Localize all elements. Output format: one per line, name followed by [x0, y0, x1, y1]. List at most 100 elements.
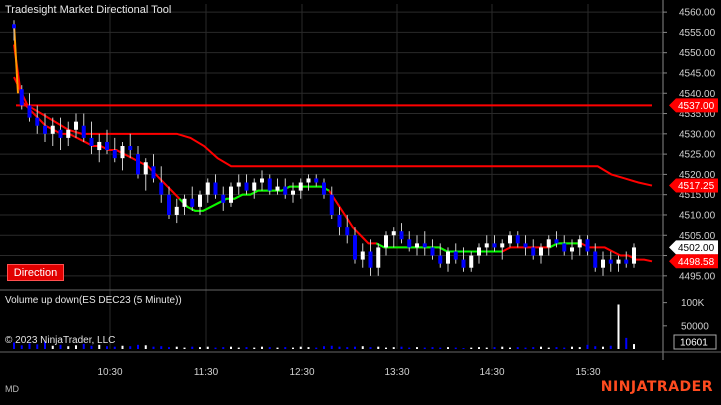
volume-bar	[67, 346, 70, 349]
volume-bar	[540, 346, 542, 349]
price-marker-label: 4517.25	[678, 181, 715, 192]
direction-button[interactable]: Direction	[7, 264, 64, 281]
candle	[500, 239, 505, 260]
candle	[539, 243, 543, 264]
candle-body	[58, 129, 63, 138]
volume-bar	[478, 347, 480, 349]
candle-body	[422, 243, 427, 248]
candle-body	[66, 129, 71, 138]
volume-bar	[214, 347, 217, 349]
price-tick-label: 4510.00	[679, 210, 716, 221]
volume-bar	[501, 346, 504, 349]
volume-bar	[416, 347, 418, 349]
candle-body	[601, 259, 605, 268]
candle-body	[213, 182, 218, 195]
candle-body	[593, 251, 598, 268]
candle	[430, 239, 435, 260]
price-tick-label: 4545.00	[679, 68, 716, 79]
candle-body	[159, 182, 164, 195]
volume-bar	[408, 347, 411, 349]
candle	[360, 243, 365, 268]
candle-body	[585, 239, 590, 252]
volume-bar	[292, 347, 294, 349]
candle	[35, 105, 40, 134]
volume-bar	[90, 345, 93, 349]
volume-bar	[237, 347, 240, 349]
volume-bar	[307, 347, 310, 349]
volume-bar	[594, 346, 597, 349]
candle	[508, 231, 512, 248]
candle-body	[608, 259, 613, 264]
volume-bar	[447, 347, 449, 349]
candle-body	[27, 105, 32, 118]
volume-bar	[137, 344, 139, 349]
volume-bar	[633, 344, 635, 349]
volume-bar	[547, 347, 550, 349]
volume-bar	[191, 346, 194, 349]
price-tick-label: 4560.00	[679, 8, 716, 19]
volume-bar	[129, 346, 132, 349]
price-tick-label: 4550.00	[679, 48, 716, 59]
candle-body	[515, 235, 520, 244]
volume-bar	[338, 346, 341, 349]
volume-bar	[578, 347, 581, 349]
candle-body	[337, 214, 342, 228]
candle-body	[554, 239, 559, 244]
ninjatrader-logo: NINJATRADER	[600, 379, 713, 395]
candle	[469, 251, 474, 272]
volume-bar	[144, 345, 147, 349]
candle-body	[120, 146, 125, 159]
candle-body	[112, 150, 117, 159]
trail-line-bull	[375, 242, 503, 253]
candle	[167, 186, 171, 220]
volume-bar	[20, 345, 23, 349]
volume-bar	[276, 347, 279, 349]
volume-bar	[75, 345, 77, 349]
candle	[608, 251, 613, 272]
candle	[89, 121, 94, 155]
volume-bar	[361, 346, 364, 349]
candle	[244, 174, 249, 195]
volume-bar	[602, 346, 604, 349]
candle	[151, 154, 156, 183]
candle-body	[260, 178, 264, 183]
candle-body	[531, 247, 536, 256]
volume-bar	[609, 345, 612, 349]
volume-bar	[113, 346, 116, 349]
candle-body	[500, 243, 505, 248]
candle	[391, 227, 396, 248]
price-tick-label: 4525.00	[679, 150, 716, 161]
candle	[523, 235, 528, 256]
volume-current-marker: 10601	[673, 334, 717, 350]
price-marker-label: 4502.00	[678, 243, 715, 254]
candle	[260, 170, 264, 191]
volume-bar	[106, 346, 108, 349]
candle-body	[368, 251, 373, 268]
candle	[407, 231, 412, 252]
candle	[570, 239, 574, 260]
candle	[337, 206, 342, 236]
candle-body	[438, 255, 443, 264]
price-tick-label: 4495.00	[679, 271, 716, 282]
candle	[531, 239, 536, 260]
candle	[81, 113, 86, 142]
candle	[329, 186, 334, 220]
volume-bar	[330, 345, 333, 349]
candle	[283, 178, 288, 199]
candle-body	[477, 247, 481, 256]
candle	[477, 243, 481, 264]
volume-bar	[183, 347, 186, 349]
time-tick-label: 11:30	[194, 367, 219, 378]
volume-bar	[245, 347, 248, 349]
candle-body	[35, 117, 40, 126]
volume-bar	[423, 347, 426, 349]
candle-body	[376, 247, 381, 268]
volume-bar	[369, 347, 372, 349]
volume-current-label: 10601	[680, 338, 708, 349]
candle	[229, 182, 233, 207]
candle-body	[353, 235, 357, 260]
volume-bar	[625, 337, 628, 349]
price-tick-label: 4540.00	[679, 89, 716, 100]
